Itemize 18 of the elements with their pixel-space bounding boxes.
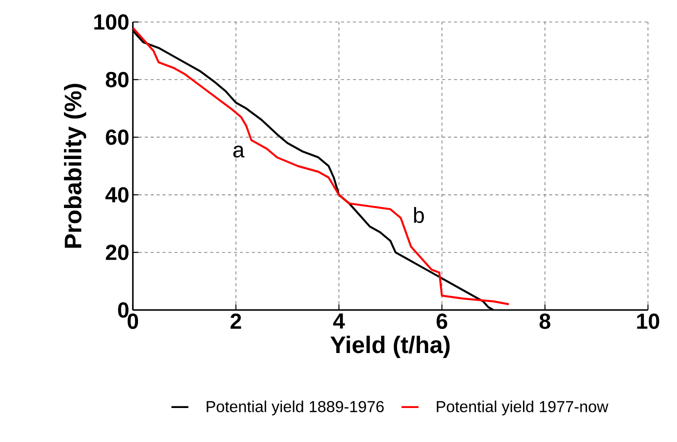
y-tick-label: 20 [106,244,128,260]
x-tick-label: 4 [333,314,345,329]
x-tick-label: 8 [540,314,550,329]
y-tick-label: 100 [94,14,128,30]
y-tick-label: 0 [118,302,128,318]
x-tick-label: 6 [436,314,448,329]
y-tick-label: 60 [106,129,128,145]
legend-label: Potential yield 1977-now [436,400,608,416]
legend-label: Potential yield 1889-1976 [206,400,384,416]
x-tick-label: 2 [230,314,242,329]
annotation: b [414,206,424,223]
y-tick-label: 80 [106,72,128,88]
annotation: a [233,146,245,158]
x-tick-label: 0 [128,314,138,329]
y-tick-label: 40 [105,187,128,203]
x-tick-label: 10 [637,314,660,329]
y-axis-title: Probability (%) [64,84,86,248]
x-axis-title: Yield (t/ha) [330,336,450,358]
